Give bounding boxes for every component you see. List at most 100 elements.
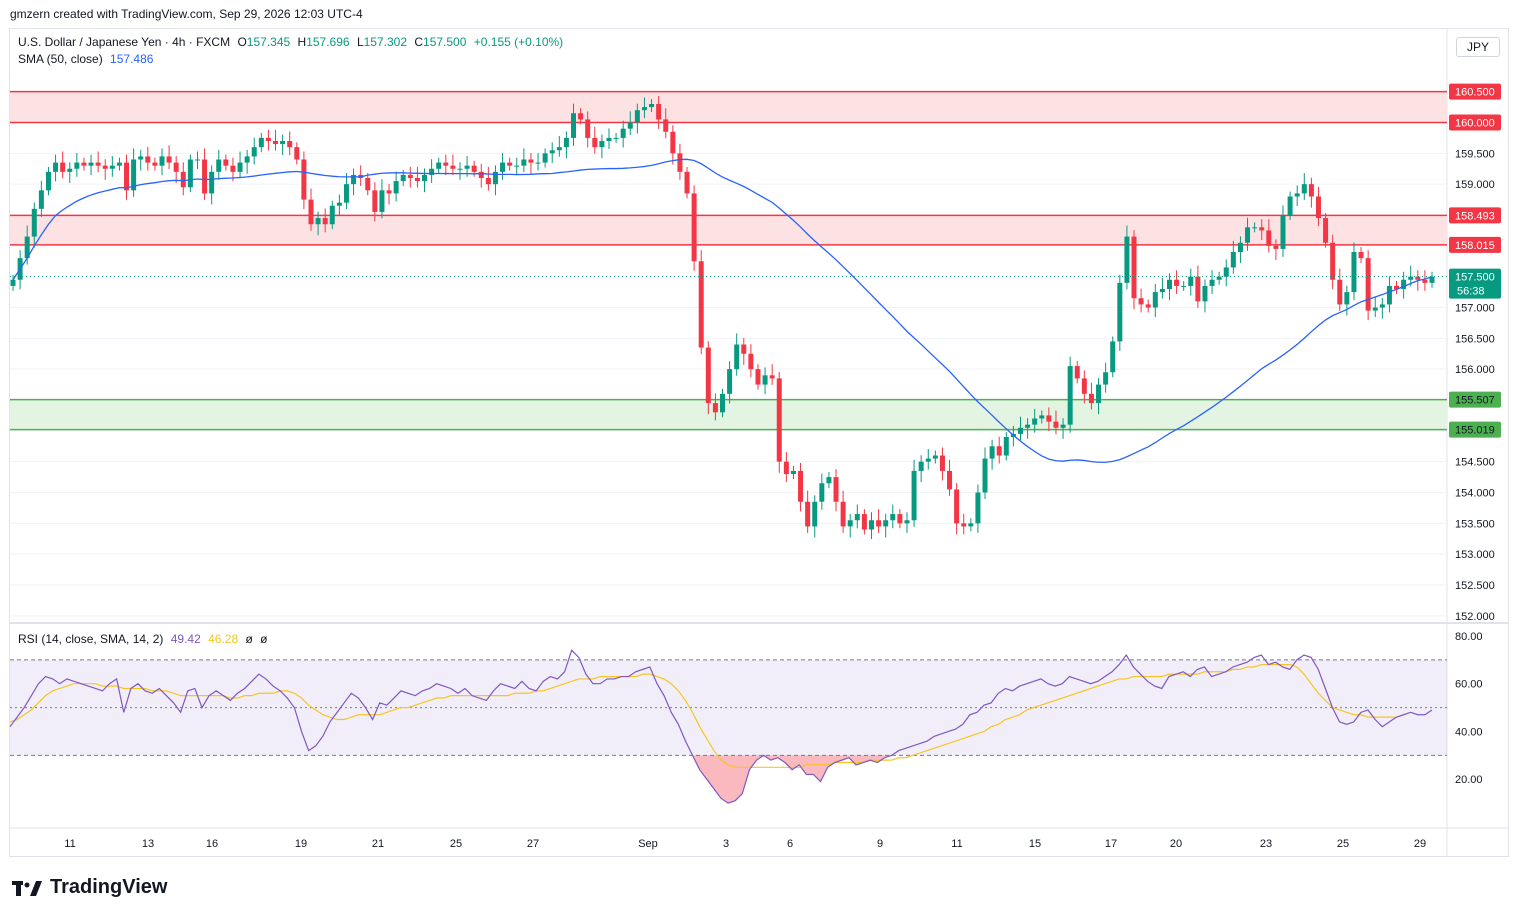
candle-body (194, 159, 200, 161)
candle-body (60, 162, 66, 172)
currency-selector[interactable]: JPY (1456, 37, 1500, 57)
candle-body (1174, 279, 1180, 286)
candle-body (471, 165, 477, 172)
candle-body (890, 514, 896, 521)
candle-body (1429, 276, 1435, 283)
candle-body (613, 137, 619, 139)
candle-body (124, 162, 130, 191)
candle-body (280, 141, 286, 145)
rsi-extra-2: ø (260, 632, 268, 646)
candle-body (684, 171, 690, 194)
time-axis-label: 27 (527, 838, 539, 850)
candle-body (1110, 341, 1116, 373)
candle-body (507, 162, 513, 166)
candle-body (1358, 252, 1364, 259)
candle-body (145, 156, 151, 163)
candle-body (414, 178, 420, 182)
candle-body (1237, 242, 1243, 252)
candle-body (968, 523, 974, 527)
candle-body (911, 470, 917, 521)
candle-body (287, 141, 293, 148)
candle-body (698, 261, 704, 348)
candle-body (535, 162, 541, 164)
candle-body (1301, 184, 1307, 194)
high-label: H (297, 35, 307, 49)
candle-body (1386, 285, 1392, 305)
candle-body (38, 190, 44, 209)
rsi-label[interactable]: RSI (14, close, SMA, 14, 2) (18, 632, 164, 646)
candle-body (1422, 279, 1428, 283)
candle-body (294, 147, 300, 160)
candle-body (783, 461, 789, 474)
price-axis-label-bg (1449, 268, 1501, 299)
tradingview-wordmark: TradingView (50, 876, 168, 898)
candle-body (748, 353, 754, 370)
close-label: C (414, 35, 424, 49)
symbol-label[interactable]: U.S. Dollar / Japanese Yen · 4h · FXCM (18, 35, 231, 49)
price-axis-label: 156.500 (1455, 333, 1495, 345)
candle-body (173, 162, 179, 172)
candle-body (1060, 424, 1066, 428)
candle-body (549, 150, 555, 154)
price-axis-label: 155.507 (1455, 395, 1495, 407)
candle-body (677, 153, 683, 172)
rsi-ma-line (9, 663, 1397, 768)
candle-body (1188, 276, 1194, 286)
time-axis-label: 21 (372, 838, 384, 850)
candle-body (1017, 427, 1023, 434)
candle-body (741, 344, 747, 354)
price-axis-label-bg (1449, 391, 1501, 408)
candle-body (585, 119, 591, 138)
candle-body (1273, 245, 1279, 249)
candle-body (237, 162, 243, 172)
candle-body (180, 171, 186, 188)
candle-body (556, 147, 562, 151)
candle-body (202, 159, 208, 194)
candle-body (1081, 378, 1087, 394)
candle-body (805, 501, 811, 527)
candle-body (1379, 304, 1385, 308)
candle-body (67, 168, 73, 172)
candle-body (407, 174, 413, 178)
candle-body (31, 208, 37, 237)
tradingview-logo[interactable]: TradingView (12, 876, 167, 899)
candle-body (847, 520, 853, 527)
candle-body (720, 393, 725, 413)
time-axis-label: 11 (951, 838, 962, 850)
candle-body (712, 403, 718, 413)
price-axis-label: 158.493 (1455, 210, 1495, 222)
candle-body (947, 470, 953, 490)
candle-body (606, 137, 612, 141)
tradingview-logo-icon (12, 880, 42, 896)
candle-body (1181, 285, 1187, 287)
candle-body (429, 168, 435, 175)
candle-body (116, 162, 122, 166)
candle-body (918, 461, 924, 471)
candle-body (542, 153, 548, 163)
sma-line (12, 158, 1433, 463)
candle-body (301, 159, 307, 200)
candle-body (897, 514, 903, 524)
candle-body (571, 113, 577, 138)
price-axis-label: 156.000 (1455, 364, 1495, 376)
candle-body (868, 520, 874, 530)
sma-label[interactable]: SMA (50, close) (18, 52, 103, 66)
candle-body (1394, 285, 1400, 289)
time-axis-label: 11 (64, 838, 75, 850)
candle-body (1294, 193, 1300, 197)
candle-body (74, 162, 80, 169)
candle-body (273, 141, 279, 145)
candle-body (53, 162, 59, 172)
candle-body (840, 501, 846, 527)
candle-body (329, 205, 335, 225)
time-axis-label: 25 (1337, 838, 1349, 850)
time-axis-label: 6 (787, 838, 793, 850)
open-label: O (237, 35, 247, 49)
candle-body (755, 369, 761, 385)
candle-body (904, 520, 910, 524)
candle-body (833, 477, 839, 502)
candle-body (244, 156, 250, 163)
candle-body (102, 165, 108, 169)
candle-body (798, 470, 804, 502)
